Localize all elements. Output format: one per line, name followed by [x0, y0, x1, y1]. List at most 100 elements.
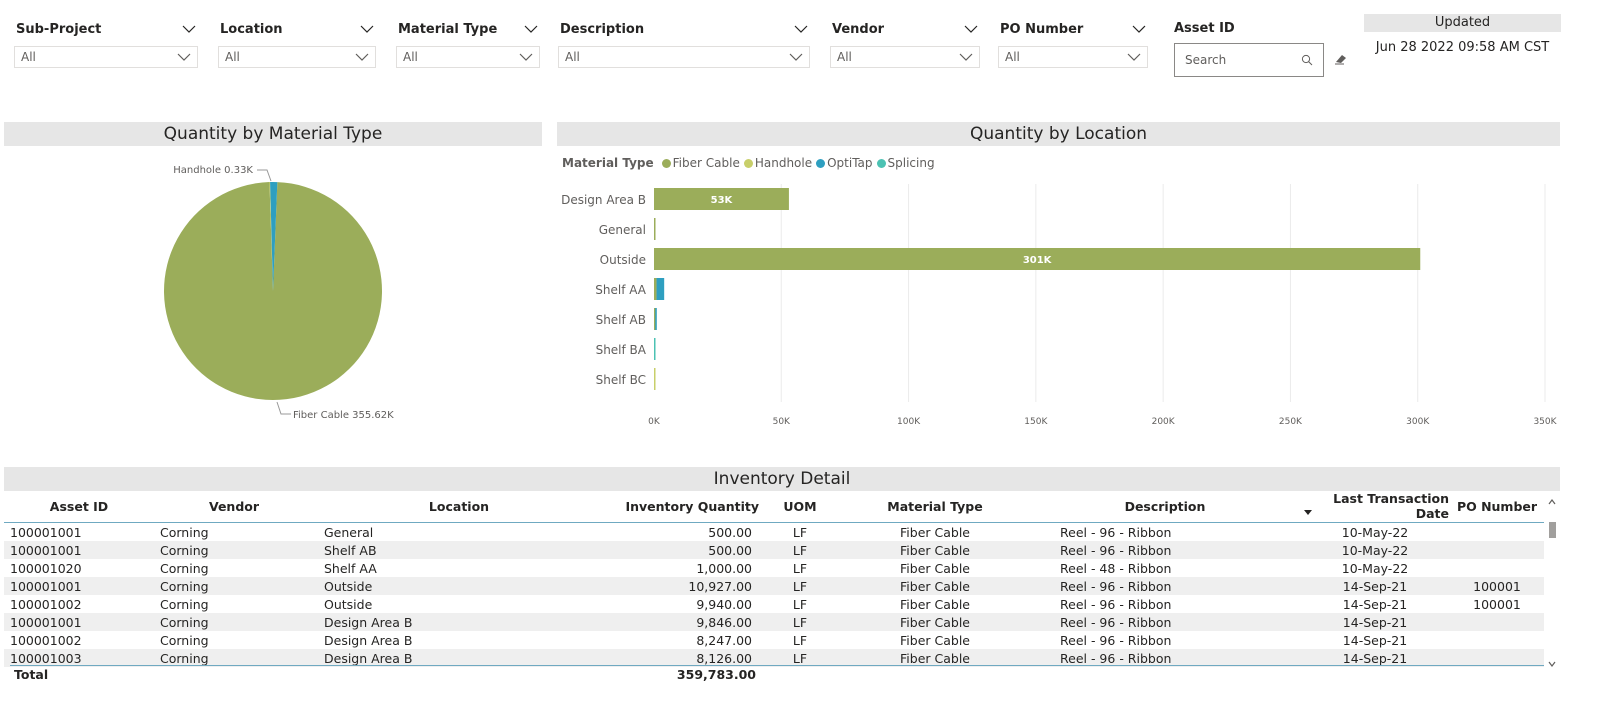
slicer-title: Description [560, 21, 645, 37]
cell-asset-id: 100001001 [4, 522, 154, 541]
col-header-description[interactable]: Description [1124, 498, 1206, 514]
bar-shelf-aa-optitap[interactable] [656, 278, 665, 300]
cell-uom: LF [760, 649, 840, 667]
chevron-down-icon[interactable] [794, 24, 808, 34]
cell-location: Shelf AA [314, 559, 604, 577]
scroll-down-icon[interactable] [1546, 658, 1558, 670]
cell-material-type: Fiber Cable [840, 559, 1030, 577]
material-type-dropdown[interactable]: All [396, 46, 540, 68]
pie-slice-optitap[interactable] [270, 182, 278, 291]
cell-po-number [1450, 649, 1544, 667]
pie-slice-fiber-cable[interactable] [164, 182, 382, 400]
y-category-label: Shelf AB [596, 313, 646, 327]
cell-vendor: Corning [154, 522, 314, 541]
col-header-po-number[interactable]: PO Number [1456, 498, 1538, 514]
chevron-down-icon[interactable] [360, 24, 374, 34]
legend-marker [661, 158, 671, 168]
bar-shelf-aa-fiber-cable[interactable] [654, 278, 657, 300]
cell-po-number [1450, 541, 1544, 559]
legend-item-handhole[interactable]: Handhole [743, 156, 813, 170]
cell-location: Design Area B [314, 649, 604, 667]
dropdown-value: All [565, 50, 580, 64]
cell-asset-id: 100001001 [4, 541, 154, 559]
table-row[interactable]: 100001002 Corning Outside 9,940.00 LF Fiber C… [4, 595, 1544, 613]
cell-inventory-quantity: 500.00 [604, 522, 760, 541]
sub-project-dropdown[interactable]: All [14, 46, 198, 68]
table-row[interactable]: 100001002 Corning Design Area B 8,247.00 LF F… [4, 631, 1544, 649]
cell-uom: LF [760, 522, 840, 541]
scroll-thumb[interactable] [1549, 522, 1556, 538]
col-header-asset-id[interactable]: Asset ID [49, 498, 109, 514]
eraser-icon[interactable] [1334, 53, 1348, 65]
bar-outside-fiber-cable[interactable] [654, 248, 1421, 270]
location-dropdown[interactable]: All [218, 46, 376, 68]
cell-vendor: Corning [154, 541, 314, 559]
cell-location: Outside [314, 577, 604, 595]
bar-general-fiber-cable[interactable] [654, 218, 656, 240]
slicer-title: Sub-Project [16, 21, 102, 37]
table-scrollbar[interactable] [1546, 496, 1558, 672]
chevron-down-icon[interactable] [964, 24, 978, 34]
col-header-inventory-quantity[interactable]: Inventory Quantity [625, 498, 759, 514]
cell-po-number [1450, 559, 1544, 577]
scroll-up-icon[interactable] [1546, 496, 1558, 508]
cell-description: Reel - 96 - Ribbon [1030, 613, 1300, 631]
leader-line [276, 401, 291, 415]
pie-slice-handhole[interactable] [269, 182, 273, 291]
cell-asset-id: 100001003 [4, 649, 154, 667]
cell-asset-id: 100001002 [4, 631, 154, 649]
bar-shelf-ba-splicing[interactable] [654, 338, 656, 360]
cell-location: Design Area B [314, 613, 604, 631]
cell-po-number: 100001 [1450, 595, 1544, 613]
table-row[interactable]: 100001001 Corning General 500.00 LF Fiber Cab… [4, 522, 1544, 541]
pie-label-fiber-cable: Fiber Cable 355.62K [293, 410, 394, 421]
bar-design-area-b-fiber-cable[interactable] [654, 188, 789, 210]
y-category-label: Shelf BC [596, 373, 646, 387]
chevron-down-icon[interactable] [524, 24, 538, 34]
cell-inventory-quantity: 9,846.00 [604, 613, 760, 631]
col-header-uom[interactable]: UOM [783, 498, 817, 514]
table-row[interactable]: 100001001 Corning Outside 10,927.00 LF Fiber … [4, 577, 1544, 595]
x-tick-label: 200K [1152, 417, 1176, 427]
legend-item-fiber-cable[interactable]: Fiber Cable [661, 156, 740, 170]
chevron-down-icon[interactable] [182, 24, 196, 34]
col-header-last-transaction-date[interactable]: Last Transaction Date [1333, 491, 1449, 521]
chevron-down-icon [1127, 53, 1141, 61]
legend-marker [816, 158, 826, 168]
cell-uom: LF [760, 577, 840, 595]
cell-location: Outside [314, 595, 604, 613]
legend-title: Material Type [562, 156, 654, 170]
table-row[interactable]: 100001020 Corning Shelf AA 1,000.00 LF Fiber … [4, 559, 1544, 577]
col-header-vendor[interactable]: Vendor [208, 498, 260, 514]
cell-location: General [314, 522, 604, 541]
legend-marker [743, 158, 753, 168]
chevron-down-icon[interactable] [1132, 24, 1146, 34]
chevron-down-icon [355, 53, 369, 61]
asset-id-search-input[interactable]: Search [1174, 43, 1324, 77]
col-header-material-type[interactable]: Material Type [887, 498, 983, 514]
cell-po-number [1450, 522, 1544, 541]
table-row[interactable]: 100001003 Corning Design Area B 8,126.00 LF F… [4, 649, 1544, 667]
description-dropdown[interactable]: All [558, 46, 810, 68]
vendor-dropdown[interactable]: All [830, 46, 980, 68]
table-row[interactable]: 100001001 Corning Shelf AB 500.00 LF Fiber Ca… [4, 541, 1544, 559]
cell-inventory-quantity: 10,927.00 [604, 577, 760, 595]
col-header-location[interactable]: Location [428, 498, 490, 514]
cell-material-type: Fiber Cable [840, 631, 1030, 649]
bar-shelf-ab-fiber-cable[interactable] [654, 308, 656, 330]
cell-description: Reel - 96 - Ribbon [1030, 595, 1300, 613]
slicer-title: PO Number [1000, 21, 1084, 37]
bar-chart: 0K 50K 100K 150K 200K 250K 300K 350K Design Area… [561, 184, 1558, 427]
bar-shelf-bc-handhole[interactable] [654, 368, 656, 390]
cell-material-type: Fiber Cable [840, 541, 1030, 559]
cell-description: Reel - 96 - Ribbon [1030, 522, 1300, 541]
legend-label: Handhole [754, 156, 813, 170]
cell-po-number [1450, 613, 1544, 631]
table-row[interactable]: 100001001 Corning Design Area B 9,846.00 LF F… [4, 613, 1544, 631]
po-number-dropdown[interactable]: All [998, 46, 1148, 68]
legend-item-splicing[interactable]: Splicing [876, 156, 935, 170]
bar-shelf-ab-optitap[interactable] [655, 308, 657, 330]
legend-item-optitap[interactable]: OptiTap [816, 156, 873, 170]
slicer-location: Location All [218, 18, 376, 68]
total-divider [10, 665, 1544, 666]
